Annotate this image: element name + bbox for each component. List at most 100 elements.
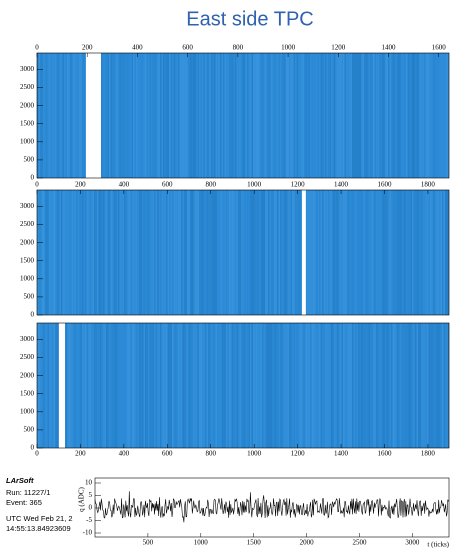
heatmap-texture — [280, 323, 282, 448]
heatmap-texture — [53, 190, 55, 315]
heatmap-texture — [290, 53, 292, 178]
heatmap-texture — [193, 323, 195, 448]
heatmap-texture — [413, 190, 415, 315]
heatmap-texture — [413, 323, 415, 448]
heatmap-texture — [182, 53, 184, 178]
heatmap-texture — [374, 323, 376, 448]
heatmap-texture — [368, 190, 370, 315]
heatmap-texture — [356, 323, 358, 448]
heatmap-texture — [220, 190, 222, 315]
heatmap-texture — [40, 323, 42, 448]
heatmap-texture — [395, 53, 397, 178]
heatmap-texture — [123, 323, 125, 448]
heatmap-texture — [238, 323, 240, 448]
heatmap-texture — [298, 190, 300, 315]
heatmap-texture — [338, 53, 340, 178]
heatmap-texture — [149, 53, 151, 178]
heatmap-texture — [245, 323, 247, 448]
heatmap-texture — [382, 190, 384, 315]
heatmap-texture — [163, 323, 165, 448]
heatmap-texture — [115, 190, 117, 315]
heatmap-texture — [151, 190, 153, 315]
heatmap-texture — [334, 323, 336, 448]
heatmap-texture — [280, 190, 282, 315]
heatmap-texture — [331, 190, 333, 315]
heatmap-texture — [263, 190, 265, 315]
heatmap-texture — [382, 323, 384, 448]
heatmap-texture — [260, 53, 262, 178]
heatmap-texture — [416, 190, 418, 315]
heatmap-texture — [433, 53, 435, 178]
heatmap-texture — [313, 53, 315, 178]
heatmap-texture — [307, 53, 309, 178]
y-tick-label: 1000 — [20, 407, 35, 415]
heatmap-texture — [436, 323, 438, 448]
heatmap-texture — [361, 323, 363, 448]
y-tick-label: 500 — [24, 293, 35, 301]
heatmap-texture — [215, 53, 217, 178]
heatmap-texture — [184, 190, 186, 315]
heatmap-texture — [295, 190, 297, 315]
heatmap-texture — [137, 323, 139, 448]
heatmap-texture — [446, 53, 448, 178]
heatmap-texture — [71, 323, 73, 448]
heatmap-texture — [286, 190, 288, 315]
y-tick-label: 500 — [24, 426, 35, 434]
heatmap-texture — [215, 190, 217, 315]
heatmap-texture — [397, 53, 399, 178]
heatmap-texture — [214, 190, 216, 315]
heatmap-texture — [116, 190, 118, 315]
heatmap-texture — [353, 53, 355, 178]
heatmap-texture — [196, 190, 198, 315]
heatmap-texture — [127, 53, 129, 178]
heatmap-texture — [329, 190, 331, 315]
heatmap-texture — [300, 53, 302, 178]
heatmap-texture — [106, 190, 108, 315]
heatmap-texture — [79, 53, 81, 178]
heatmap-texture — [296, 53, 298, 178]
heatmap-texture — [146, 323, 148, 448]
heatmap-texture — [317, 323, 319, 448]
heatmap-texture — [383, 323, 385, 448]
heatmap-texture — [224, 53, 226, 178]
y-tick-label: 1500 — [20, 389, 35, 397]
x-tick-label: 1400 — [334, 181, 349, 189]
heatmap-texture — [83, 190, 85, 315]
heatmap-texture — [370, 53, 372, 178]
heatmap-texture — [145, 323, 147, 448]
heatmap-texture — [173, 190, 175, 315]
heatmap-texture — [373, 323, 375, 448]
x-tick-label: 800 — [205, 181, 216, 189]
heatmap-texture — [351, 190, 353, 315]
heatmap-texture — [404, 190, 406, 315]
info-line: Event: 365 — [6, 498, 42, 507]
heatmap-texture — [188, 190, 190, 315]
heatmap-texture — [103, 323, 105, 448]
heatmap-texture — [102, 323, 104, 448]
heatmap-texture — [179, 53, 181, 178]
heatmap-texture — [176, 190, 178, 315]
heatmap-texture — [298, 323, 300, 448]
y-tick-label: 3000 — [20, 202, 35, 210]
heatmap-texture — [370, 323, 372, 448]
heatmap-texture — [219, 323, 221, 448]
heatmap-texture — [134, 190, 136, 315]
heatmap-texture — [415, 53, 417, 178]
heatmap-texture — [194, 323, 196, 448]
heatmap-texture — [388, 53, 390, 178]
heatmap-texture — [386, 190, 388, 315]
heatmap-background — [37, 323, 449, 448]
heatmap-texture — [406, 53, 408, 178]
heatmap-texture — [122, 190, 124, 315]
heatmap-texture — [64, 53, 66, 178]
heatmap-texture — [143, 323, 145, 448]
heatmap-texture — [151, 53, 153, 178]
heatmap-texture — [55, 323, 57, 448]
heatmap-texture — [83, 53, 85, 178]
heatmap-texture — [142, 190, 144, 315]
heatmap-texture — [197, 190, 199, 315]
heatmap-texture — [404, 323, 406, 448]
heatmap-texture — [142, 323, 144, 448]
heatmap-texture — [310, 190, 312, 315]
heatmap-texture — [79, 323, 81, 448]
